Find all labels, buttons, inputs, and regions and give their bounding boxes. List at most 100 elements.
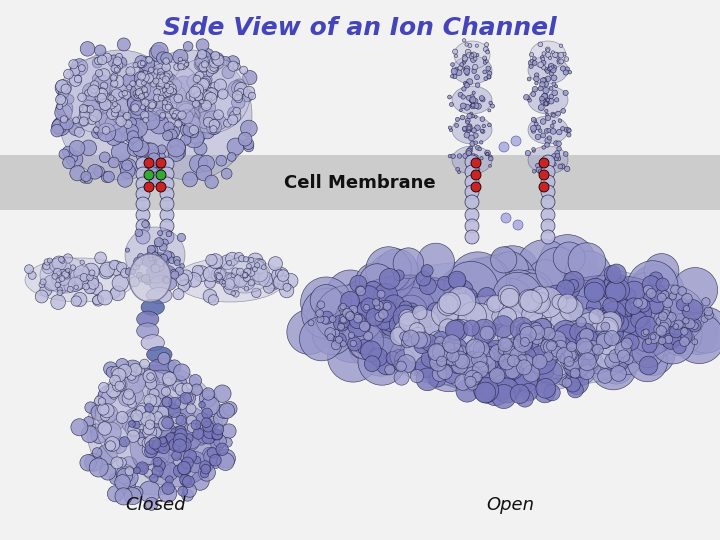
- Circle shape: [149, 437, 161, 449]
- Circle shape: [604, 312, 619, 327]
- Circle shape: [228, 107, 240, 119]
- Circle shape: [421, 265, 433, 276]
- Circle shape: [402, 330, 419, 347]
- Circle shape: [691, 322, 698, 329]
- Circle shape: [130, 101, 144, 116]
- Circle shape: [662, 309, 670, 317]
- Circle shape: [214, 79, 227, 91]
- Circle shape: [152, 441, 160, 449]
- Circle shape: [156, 182, 166, 192]
- Circle shape: [135, 403, 150, 418]
- Circle shape: [444, 301, 474, 332]
- Circle shape: [466, 151, 472, 156]
- Circle shape: [158, 78, 167, 87]
- Circle shape: [557, 59, 561, 63]
- Circle shape: [489, 164, 492, 167]
- Circle shape: [478, 332, 493, 348]
- Circle shape: [475, 145, 480, 150]
- Circle shape: [164, 83, 170, 89]
- Text: Open: Open: [486, 496, 534, 514]
- Circle shape: [570, 368, 580, 378]
- Circle shape: [558, 52, 564, 58]
- Circle shape: [237, 89, 244, 96]
- Circle shape: [136, 157, 150, 171]
- Circle shape: [579, 314, 618, 354]
- Circle shape: [153, 460, 165, 472]
- Circle shape: [501, 213, 511, 223]
- Circle shape: [78, 65, 85, 72]
- Circle shape: [163, 278, 169, 284]
- Circle shape: [115, 57, 127, 69]
- Circle shape: [136, 462, 148, 475]
- Circle shape: [154, 460, 166, 471]
- Circle shape: [214, 268, 225, 280]
- Circle shape: [505, 367, 521, 383]
- Circle shape: [462, 317, 500, 355]
- Circle shape: [598, 317, 615, 334]
- Circle shape: [81, 171, 91, 181]
- Circle shape: [551, 112, 555, 117]
- Circle shape: [624, 355, 634, 365]
- Circle shape: [472, 91, 475, 94]
- Circle shape: [218, 89, 228, 99]
- Circle shape: [464, 69, 469, 75]
- Circle shape: [143, 103, 161, 121]
- Circle shape: [541, 93, 547, 100]
- Circle shape: [148, 245, 156, 253]
- Circle shape: [427, 330, 451, 356]
- Circle shape: [574, 359, 585, 370]
- Circle shape: [97, 403, 109, 415]
- Circle shape: [483, 57, 487, 60]
- Circle shape: [480, 157, 483, 160]
- Circle shape: [563, 152, 568, 156]
- Circle shape: [176, 104, 192, 120]
- Circle shape: [543, 101, 549, 106]
- Circle shape: [160, 177, 174, 191]
- Circle shape: [75, 279, 85, 289]
- Circle shape: [516, 390, 534, 407]
- Circle shape: [138, 437, 146, 446]
- Circle shape: [449, 103, 454, 106]
- Circle shape: [152, 466, 163, 477]
- Circle shape: [44, 275, 60, 291]
- Circle shape: [495, 296, 536, 338]
- Circle shape: [157, 407, 179, 428]
- Circle shape: [481, 130, 485, 133]
- Circle shape: [143, 428, 153, 437]
- Circle shape: [88, 165, 102, 179]
- Circle shape: [225, 252, 239, 266]
- Circle shape: [151, 420, 172, 441]
- Circle shape: [197, 112, 213, 129]
- Circle shape: [184, 420, 195, 431]
- Circle shape: [175, 383, 188, 396]
- Circle shape: [186, 404, 196, 414]
- Circle shape: [204, 278, 215, 288]
- Circle shape: [161, 428, 180, 448]
- Circle shape: [132, 98, 150, 116]
- Circle shape: [78, 93, 86, 102]
- Circle shape: [615, 342, 631, 358]
- Circle shape: [549, 66, 552, 70]
- Circle shape: [413, 305, 427, 320]
- Circle shape: [576, 317, 586, 327]
- Circle shape: [612, 329, 642, 359]
- Circle shape: [184, 450, 197, 463]
- Circle shape: [462, 39, 466, 42]
- Circle shape: [222, 437, 233, 447]
- Circle shape: [660, 327, 682, 348]
- Circle shape: [91, 97, 105, 110]
- Circle shape: [150, 474, 158, 482]
- Circle shape: [153, 439, 166, 452]
- Circle shape: [451, 68, 457, 75]
- Circle shape: [468, 333, 485, 349]
- Circle shape: [481, 382, 498, 400]
- Circle shape: [356, 286, 366, 296]
- Circle shape: [526, 289, 544, 306]
- Circle shape: [67, 286, 73, 292]
- Circle shape: [204, 427, 216, 438]
- Circle shape: [197, 89, 208, 100]
- Circle shape: [222, 66, 235, 79]
- Circle shape: [466, 120, 469, 124]
- Circle shape: [204, 87, 215, 99]
- Circle shape: [141, 421, 157, 436]
